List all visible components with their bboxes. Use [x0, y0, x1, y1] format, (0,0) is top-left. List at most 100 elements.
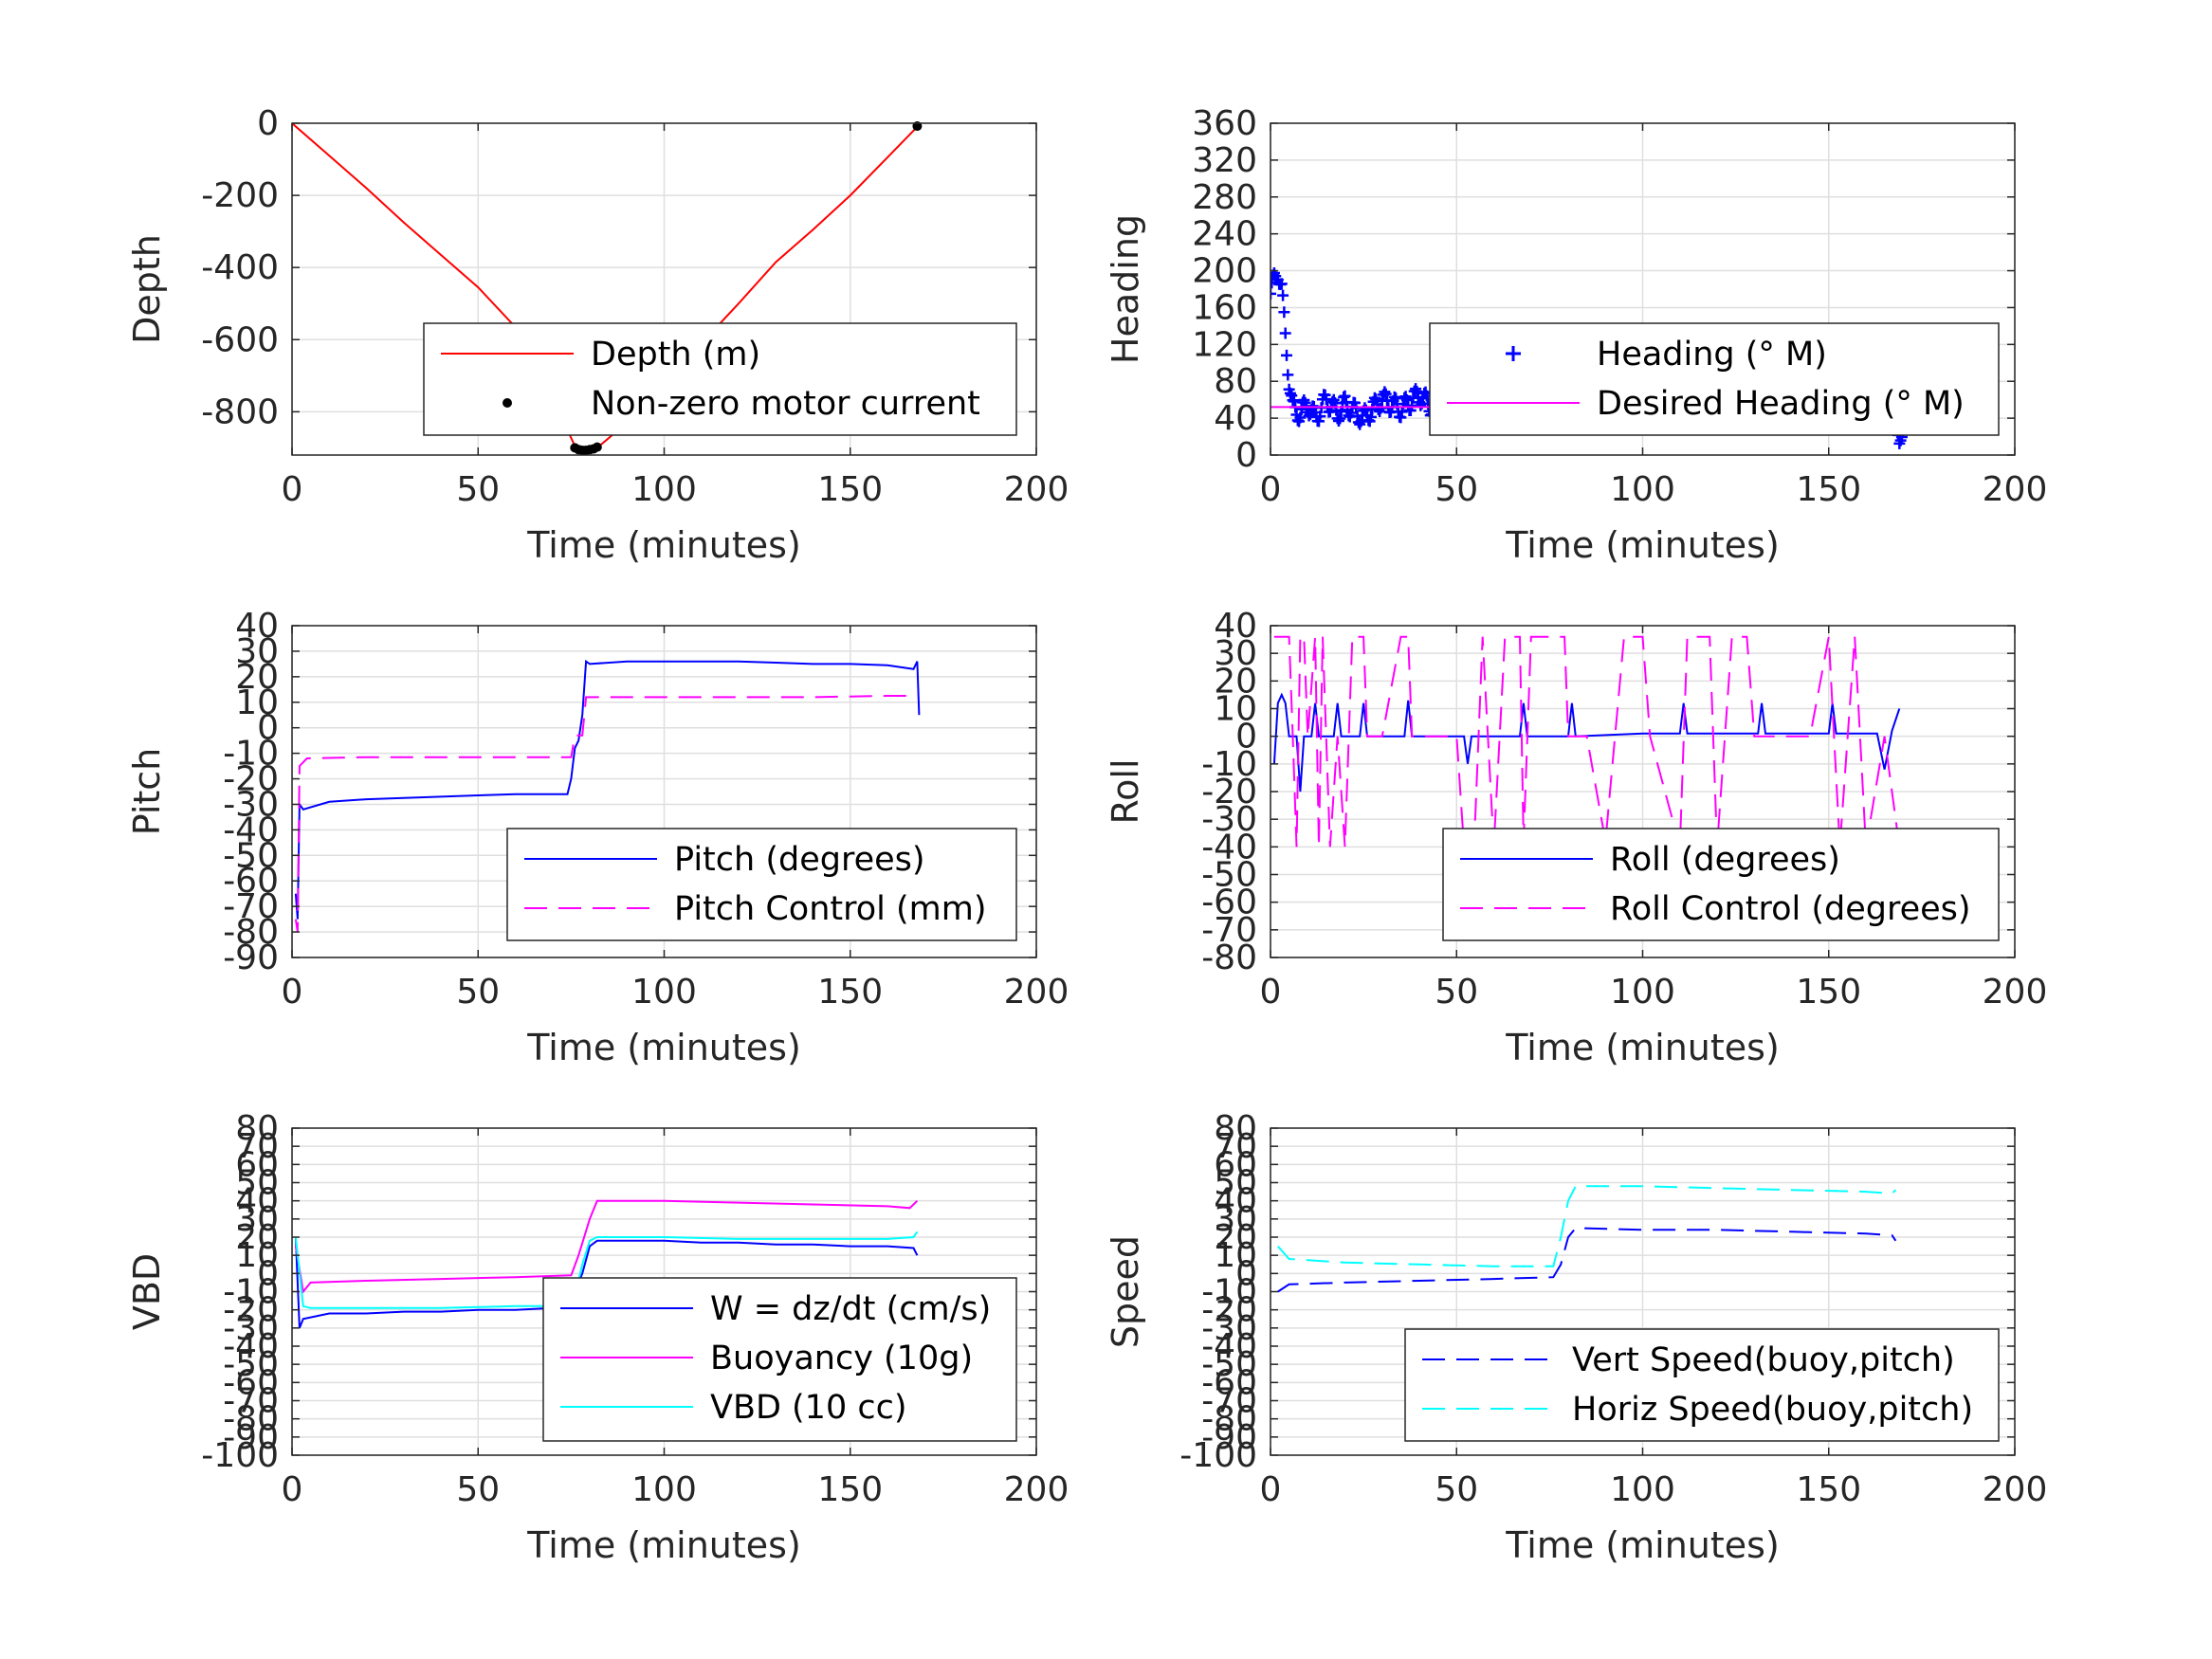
series-line-2 — [294, 695, 918, 933]
data-point — [1275, 278, 1288, 290]
series-line-1 — [294, 659, 921, 920]
subplot-6: 0 50 100 150 20080706050403020100-10-20-30-4… — [1105, 1109, 2047, 1566]
y-tick-label: 40 — [1214, 399, 1257, 438]
y-tick-label: -70 — [223, 1382, 279, 1421]
y-tick-label: 0 — [1235, 718, 1257, 757]
y-tick-label: -40 — [223, 1327, 279, 1366]
data-point — [1364, 410, 1377, 423]
x-tick-label: 50 — [456, 470, 500, 509]
y-axis-label: VBD — [126, 1253, 168, 1330]
y-tick-label: 60 — [235, 1145, 279, 1184]
y-tick-label: 280 — [1192, 178, 1257, 217]
y-tick-label: -50 — [223, 836, 279, 875]
x-axis-label: Time (minutes) — [1505, 1524, 1780, 1566]
legend: Heading (° M) Desired Heading (° M) — [1429, 322, 2000, 436]
legend-entry-label: Buoyancy (10g) — [710, 1340, 973, 1377]
data-point — [1271, 287, 1276, 300]
legend-entry-label: Horiz Speed(buoy,pitch) — [1572, 1391, 1973, 1429]
y-tick-label: 50 — [1214, 1164, 1257, 1203]
y-tick-label: -60 — [1201, 1363, 1257, 1402]
plot-area — [292, 121, 923, 456]
x-tick-label: 200 — [1983, 470, 2048, 509]
y-tick-label: 70 — [1214, 1127, 1257, 1166]
y-tick-label: 80 — [1214, 362, 1257, 401]
y-tick-label: 0 — [1235, 1254, 1257, 1293]
subplot-2: 0 50 100 150 20004080120160200240280320360Ti… — [1105, 104, 2047, 566]
legend-entry-label: Depth (m) — [591, 336, 760, 374]
legend-entry-label: Pitch (degrees) — [674, 841, 925, 879]
y-tick-label: 360 — [1192, 104, 1257, 143]
data-point — [1380, 388, 1392, 400]
y-axis-label: Pitch — [126, 748, 168, 836]
x-tick-label: 50 — [1435, 1470, 1478, 1509]
y-tick-label: -20 — [223, 760, 279, 799]
data-point — [1334, 412, 1346, 425]
y-tick-label: 80 — [235, 1109, 279, 1148]
y-tick-label: 0 — [257, 104, 279, 143]
y-tick-label: -70 — [223, 887, 279, 926]
data-point — [1339, 390, 1351, 402]
legend-box — [1429, 322, 2000, 436]
y-tick-label: -60 — [1201, 884, 1257, 922]
legend-entry-label: VBD (10 cc) — [710, 1389, 907, 1427]
x-tick-label: 0 — [1260, 470, 1282, 509]
subplot-1: 0 50 100 150 200 0 -200 -400 -600 -800 Time (minut… — [126, 104, 1069, 566]
y-tick-label: 40 — [235, 1182, 279, 1221]
subplot-3: 0 50 100 150 200403020100-10-20-30-40-50-60-… — [126, 607, 1069, 1068]
x-tick-label: 200 — [1004, 973, 1069, 1012]
y-tick-label: -10 — [223, 735, 279, 774]
y-tick-label: -70 — [1201, 1382, 1257, 1421]
data-point — [1303, 410, 1315, 422]
x-axis-label: Time (minutes) — [526, 1524, 801, 1566]
y-tick-label: 160 — [1192, 288, 1257, 327]
x-axis-label: Time (minutes) — [526, 1027, 801, 1068]
data-point — [1282, 369, 1294, 381]
data-point — [1379, 386, 1391, 398]
x-tick-label: 100 — [631, 470, 697, 509]
legend-entry-label: Roll Control (degrees) — [1610, 890, 1971, 928]
x-tick-label: 0 — [1260, 973, 1282, 1012]
y-tick-label: -100 — [1179, 1436, 1257, 1475]
data-point — [1277, 289, 1289, 301]
y-tick-label: -60 — [223, 862, 279, 901]
legend-box — [542, 1277, 1017, 1442]
y-axis-label: Depth — [126, 234, 168, 344]
x-tick-label: 150 — [1796, 1470, 1861, 1509]
x-axis-label: Time (minutes) — [526, 524, 801, 566]
y-tick-label: 30 — [1214, 634, 1257, 673]
series-line-2 — [1273, 635, 1901, 848]
y-tick-label: -200 — [201, 176, 279, 215]
y-tick-label: 30 — [235, 632, 279, 671]
x-tick-label: 0 — [282, 1470, 303, 1509]
y-tick-label: -400 — [201, 248, 279, 287]
subplot-4: 0 50 100 150 200403020100-10-20-30-40-50-60-… — [1105, 607, 2047, 1068]
y-tick-label: 20 — [1214, 662, 1257, 701]
x-tick-label: 0 — [282, 973, 303, 1012]
data-point — [1415, 399, 1427, 411]
y-tick-label: 10 — [1214, 690, 1257, 729]
series-line-2 — [294, 1199, 919, 1294]
series-line-1 — [294, 1236, 919, 1329]
y-tick-label: 40 — [235, 607, 279, 646]
y-tick-label: -20 — [1201, 773, 1257, 811]
data-point — [1278, 306, 1290, 319]
plot-area — [294, 659, 921, 933]
plot-area — [1277, 1185, 1897, 1293]
y-tick-label: 10 — [235, 1236, 279, 1275]
x-tick-label: 100 — [1610, 973, 1675, 1012]
y-tick-label: 60 — [1214, 1145, 1257, 1184]
series-line-2 — [1277, 1185, 1897, 1267]
y-tick-label: -40 — [223, 811, 279, 849]
legend-entry-label: Roll (degrees) — [1610, 841, 1840, 879]
data-point — [1332, 415, 1344, 428]
series-line-1 — [1277, 1227, 1897, 1293]
x-tick-label: 200 — [1004, 470, 1069, 509]
legend-entry-label: Pitch Control (mm) — [674, 890, 986, 928]
legend-entry-label: Heading (° M) — [1597, 336, 1827, 374]
x-tick-label: 200 — [1983, 973, 2048, 1012]
y-tick-label: 30 — [235, 1200, 279, 1239]
y-tick-label: 40 — [1214, 1182, 1257, 1221]
y-tick-label: 0 — [1235, 436, 1257, 475]
y-axis-label: Roll — [1105, 758, 1146, 824]
